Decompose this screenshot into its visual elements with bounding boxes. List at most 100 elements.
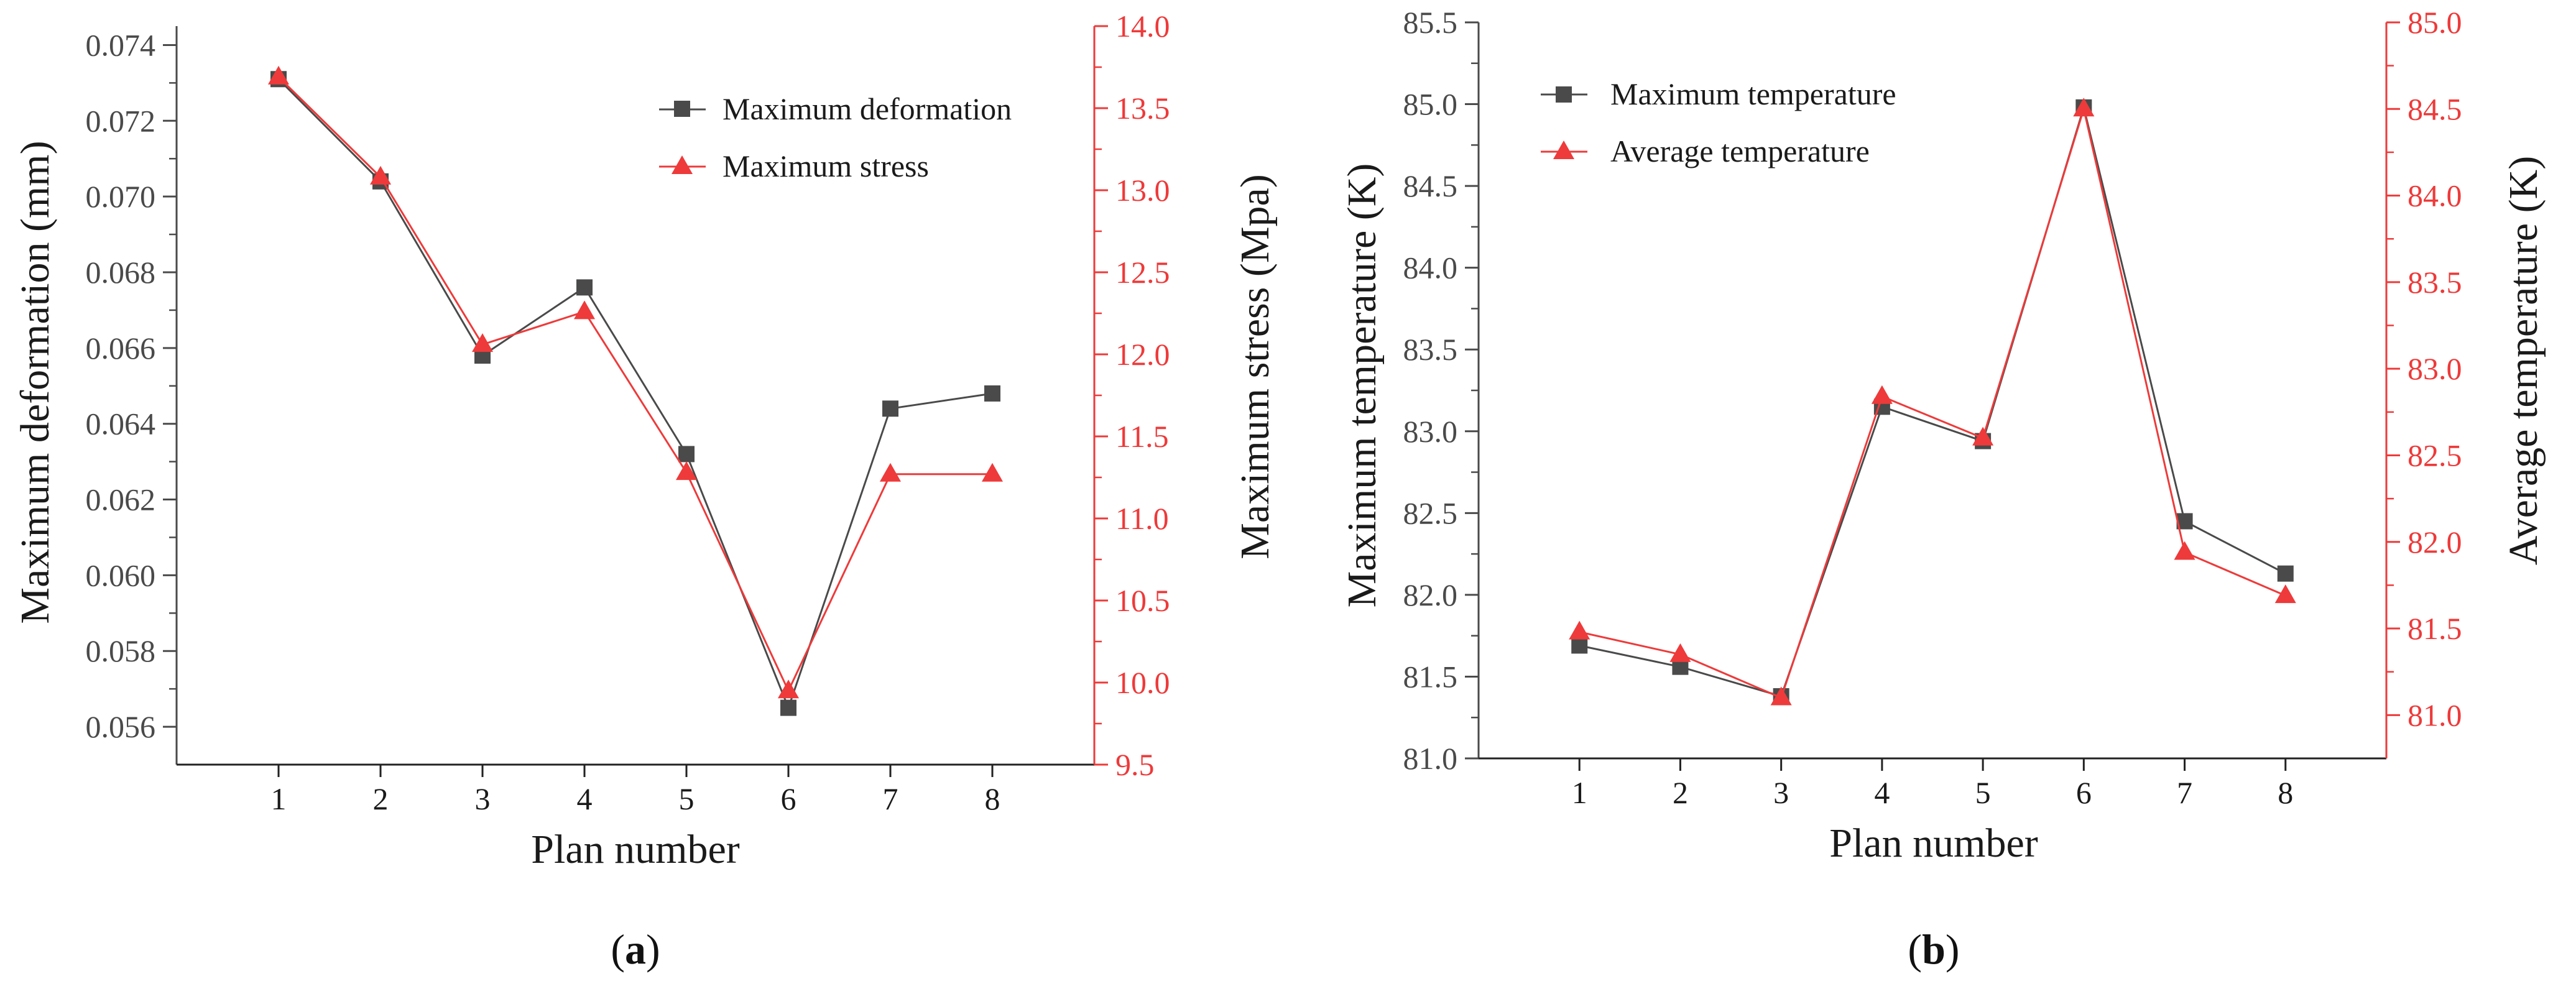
chart-b-right-tick-label: 81.5 xyxy=(2407,611,2462,646)
chart-b-right-tick-label: 83.0 xyxy=(2407,351,2462,386)
chart-a-point-maximum-stress xyxy=(472,333,493,352)
chart-b-left-tick-label: 83.5 xyxy=(1403,332,1458,367)
chart-b-point-average-temperature xyxy=(2073,98,2095,117)
chart-a-point-maximum-deformation xyxy=(780,699,796,716)
chart-a-legend-marker-deformation xyxy=(674,101,690,117)
chart-a-left-tick-label: 0.070 xyxy=(86,179,156,214)
chart-a-right-tick-label: 12.0 xyxy=(1115,337,1170,372)
chart-a: 0.056 0.058 0.060 0.062 0.064 0.066 0.068 0.070… xyxy=(12,9,1278,973)
chart-b-point-average-temperature xyxy=(1972,426,1994,446)
chart-a-x-tick-label: 1 xyxy=(271,781,287,816)
chart-a-right-tick-label: 11.0 xyxy=(1115,501,1169,536)
chart-b-point-average-temperature xyxy=(1569,620,1590,640)
chart-a-legend-entry-stress: Maximum stress xyxy=(659,149,929,183)
panel-label-b: (b) xyxy=(1908,926,1959,973)
chart-a-plot-area xyxy=(268,65,1003,716)
chart-a-x-axis-title: Plan number xyxy=(531,827,739,872)
chart-b-x-tick-label: 2 xyxy=(1673,775,1688,810)
chart-b-left-tick-label: 81.0 xyxy=(1403,741,1458,776)
chart-a-x-tick-label: 2 xyxy=(373,781,389,816)
chart-a-right-tick-label: 14.0 xyxy=(1115,9,1170,44)
chart-b-right-axis-title: Average temperature (K) xyxy=(2501,156,2546,565)
chart-b-x-tick-label: 5 xyxy=(1975,775,1991,810)
chart-b-x-tick-label: 7 xyxy=(2177,775,2192,810)
chart-b-point-average-temperature xyxy=(1871,385,1893,404)
chart-b-point-maximum-temperature xyxy=(1571,637,1588,654)
chart-a-point-maximum-stress xyxy=(778,679,799,699)
chart-a-point-maximum-deformation xyxy=(984,385,1000,402)
chart-b-left-tick-label: 84.0 xyxy=(1403,251,1458,285)
chart-b-legend-label-avg-temp: Average temperature xyxy=(1610,134,1870,168)
chart-a-right-tick-label: 9.5 xyxy=(1115,747,1155,782)
chart-b-left-tick-label: 84.5 xyxy=(1403,168,1458,203)
chart-a-left-tick-label: 0.072 xyxy=(86,103,156,138)
chart-a-legend-label-stress: Maximum stress xyxy=(722,149,929,183)
chart-a-x-tick-label: 8 xyxy=(985,781,1000,816)
chart-b-right-tick-label: 81.0 xyxy=(2407,697,2462,732)
chart-a-left-tick-label: 0.056 xyxy=(86,709,156,744)
chart-b-right-tick-label: 84.0 xyxy=(2407,178,2462,213)
chart-b-left-tick-label: 81.5 xyxy=(1403,659,1458,694)
chart-a-point-maximum-stress xyxy=(676,461,697,481)
chart-a-right-tick-label: 10.0 xyxy=(1115,665,1170,700)
chart-a-x-tick-label: 4 xyxy=(577,781,593,816)
chart-b-right-tick-label: 82.5 xyxy=(2407,438,2462,472)
chart-a-right-tick-label: 12.5 xyxy=(1115,255,1170,290)
chart-b-legend-label-max-temp: Maximum temperature xyxy=(1610,76,1896,111)
chart-b-right-tick-label: 82.0 xyxy=(2407,525,2462,559)
chart-a-legend: Maximum deformation Maximum stress xyxy=(659,91,1012,183)
chart-a-point-maximum-stress xyxy=(880,462,901,482)
chart-b-x-tick-label: 8 xyxy=(2278,775,2293,810)
chart-a-left-tick-label: 0.068 xyxy=(86,255,156,290)
chart-b-left-axis-title: Maximum temperature (K) xyxy=(1339,163,1385,608)
chart-b-legend-entry-avg-temp: Average temperature xyxy=(1541,134,1870,168)
chart-b-legend-marker-avg-temp xyxy=(1553,140,1574,159)
chart-a-axes: 0.056 0.058 0.060 0.062 0.064 0.066 0.068 0.070… xyxy=(86,9,1170,816)
chart-a-point-maximum-deformation xyxy=(678,446,695,462)
chart-b-x-axis-title: Plan number xyxy=(1829,821,2038,866)
chart-a-right-tick-label: 13.5 xyxy=(1115,91,1170,126)
panel-label-a-letter: a xyxy=(625,926,646,973)
chart-b-series-line-maximum-temperature xyxy=(1579,104,2286,697)
chart-a-point-maximum-stress xyxy=(370,165,391,185)
chart-b-series-line-average-temperature xyxy=(1579,105,2286,699)
chart-a-left-tick-label: 0.058 xyxy=(86,633,156,668)
chart-a-legend-label-deformation: Maximum deformation xyxy=(722,91,1012,126)
chart-b-x-tick-label: 1 xyxy=(1572,775,1587,810)
chart-b-left-tick-label: 83.0 xyxy=(1403,414,1458,449)
chart-a-x-tick-label: 7 xyxy=(883,781,898,816)
chart-a-right-tick-label: 13.0 xyxy=(1115,173,1170,208)
chart-b-left-tick-label: 85.5 xyxy=(1403,5,1458,40)
chart-a-point-maximum-stress xyxy=(574,300,595,320)
chart-a-left-axis-title: Maximum deformation (mm) xyxy=(12,140,58,624)
chart-b: 81.0 81.5 82.0 82.5 83.0 83.5 84.0 84.5 85.0 85.5… xyxy=(1339,5,2546,973)
chart-b-left-tick-label: 85.0 xyxy=(1403,87,1458,122)
chart-a-x-tick-label: 3 xyxy=(475,781,491,816)
panel-label-b-close: ) xyxy=(1946,926,1960,973)
chart-a-series-line-maximum-deformation xyxy=(277,78,993,711)
chart-a-point-maximum-stress xyxy=(268,65,289,85)
chart-a-left-tick-label: 0.062 xyxy=(86,482,156,517)
chart-b-legend-marker-max-temp xyxy=(1556,86,1572,103)
chart-a-left-tick-label: 0.066 xyxy=(86,331,156,366)
chart-b-left-tick-label: 82.5 xyxy=(1403,495,1458,530)
chart-a-legend-entry-deformation: Maximum deformation xyxy=(659,91,1012,126)
panel-label-b-open: ( xyxy=(1908,926,1922,973)
chart-b-x-tick-label: 4 xyxy=(1874,775,1890,810)
chart-b-point-average-temperature xyxy=(1770,686,1792,706)
panel-label-b-letter: b xyxy=(1922,926,1946,973)
panel-label-a-open: ( xyxy=(611,926,625,973)
chart-b-x-tick-label: 3 xyxy=(1773,775,1789,810)
chart-a-legend-marker-stress xyxy=(672,155,693,174)
chart-a-point-maximum-deformation xyxy=(576,279,593,296)
chart-b-point-average-temperature xyxy=(1669,643,1691,662)
chart-a-right-axis-title: Maximum stress (Mpa) xyxy=(1232,174,1278,559)
panel-label-a-close: ) xyxy=(646,926,660,973)
chart-b-point-average-temperature xyxy=(2274,584,2296,604)
chart-b-x-tick-label: 6 xyxy=(2076,775,2092,810)
chart-b-axes: 81.0 81.5 82.0 82.5 83.0 83.5 84.0 84.5 85.0 85.5… xyxy=(1403,5,2462,810)
chart-b-point-maximum-temperature xyxy=(2277,565,2294,582)
chart-a-x-tick-label: 6 xyxy=(781,781,796,816)
chart-a-left-tick-label: 0.064 xyxy=(86,407,156,441)
